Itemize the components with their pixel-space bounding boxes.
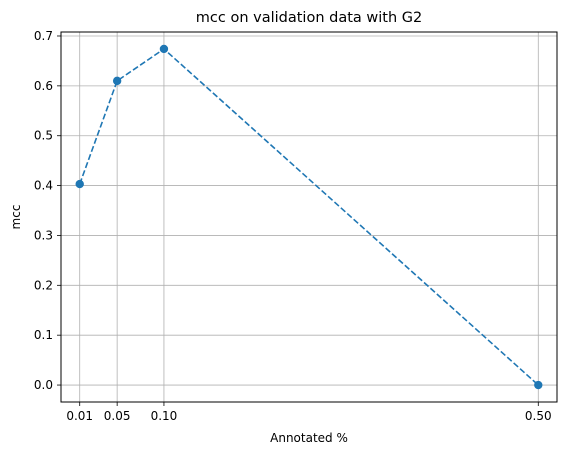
y-tick-label: 0.2 (34, 278, 53, 292)
x-tick-label: 0.10 (151, 409, 178, 423)
y-axis-label: mcc (9, 205, 23, 230)
x-tick-label: 0.01 (66, 409, 93, 423)
y-tick-label: 0.6 (34, 79, 53, 93)
ticks: 0.01 0.05 0.10 0.50 0.0 0.1 0.2 0.3 0.4 0.5 0.6 0.7 (34, 29, 552, 423)
x-tick-label: 0.05 (104, 409, 131, 423)
y-tick-label: 0.5 (34, 129, 53, 143)
grid (61, 32, 557, 402)
data-point (112, 76, 122, 86)
y-tick-label: 0.4 (34, 179, 53, 193)
chart-title: mcc on validation data with G2 (196, 10, 422, 26)
series-line (78, 47, 539, 386)
y-tick-label: 0.7 (34, 29, 53, 43)
y-tick-label: 0.0 (34, 378, 53, 392)
series-layer (75, 44, 543, 390)
x-axis-label: Annotated % (270, 431, 348, 445)
y-tick-label: 0.3 (34, 228, 53, 242)
data-point (159, 44, 169, 54)
x-tick-label: 0.50 (525, 409, 552, 423)
data-point (75, 179, 84, 189)
axes-frame (60, 31, 558, 403)
y-tick-label: 0.1 (34, 328, 53, 342)
data-point (534, 380, 543, 390)
